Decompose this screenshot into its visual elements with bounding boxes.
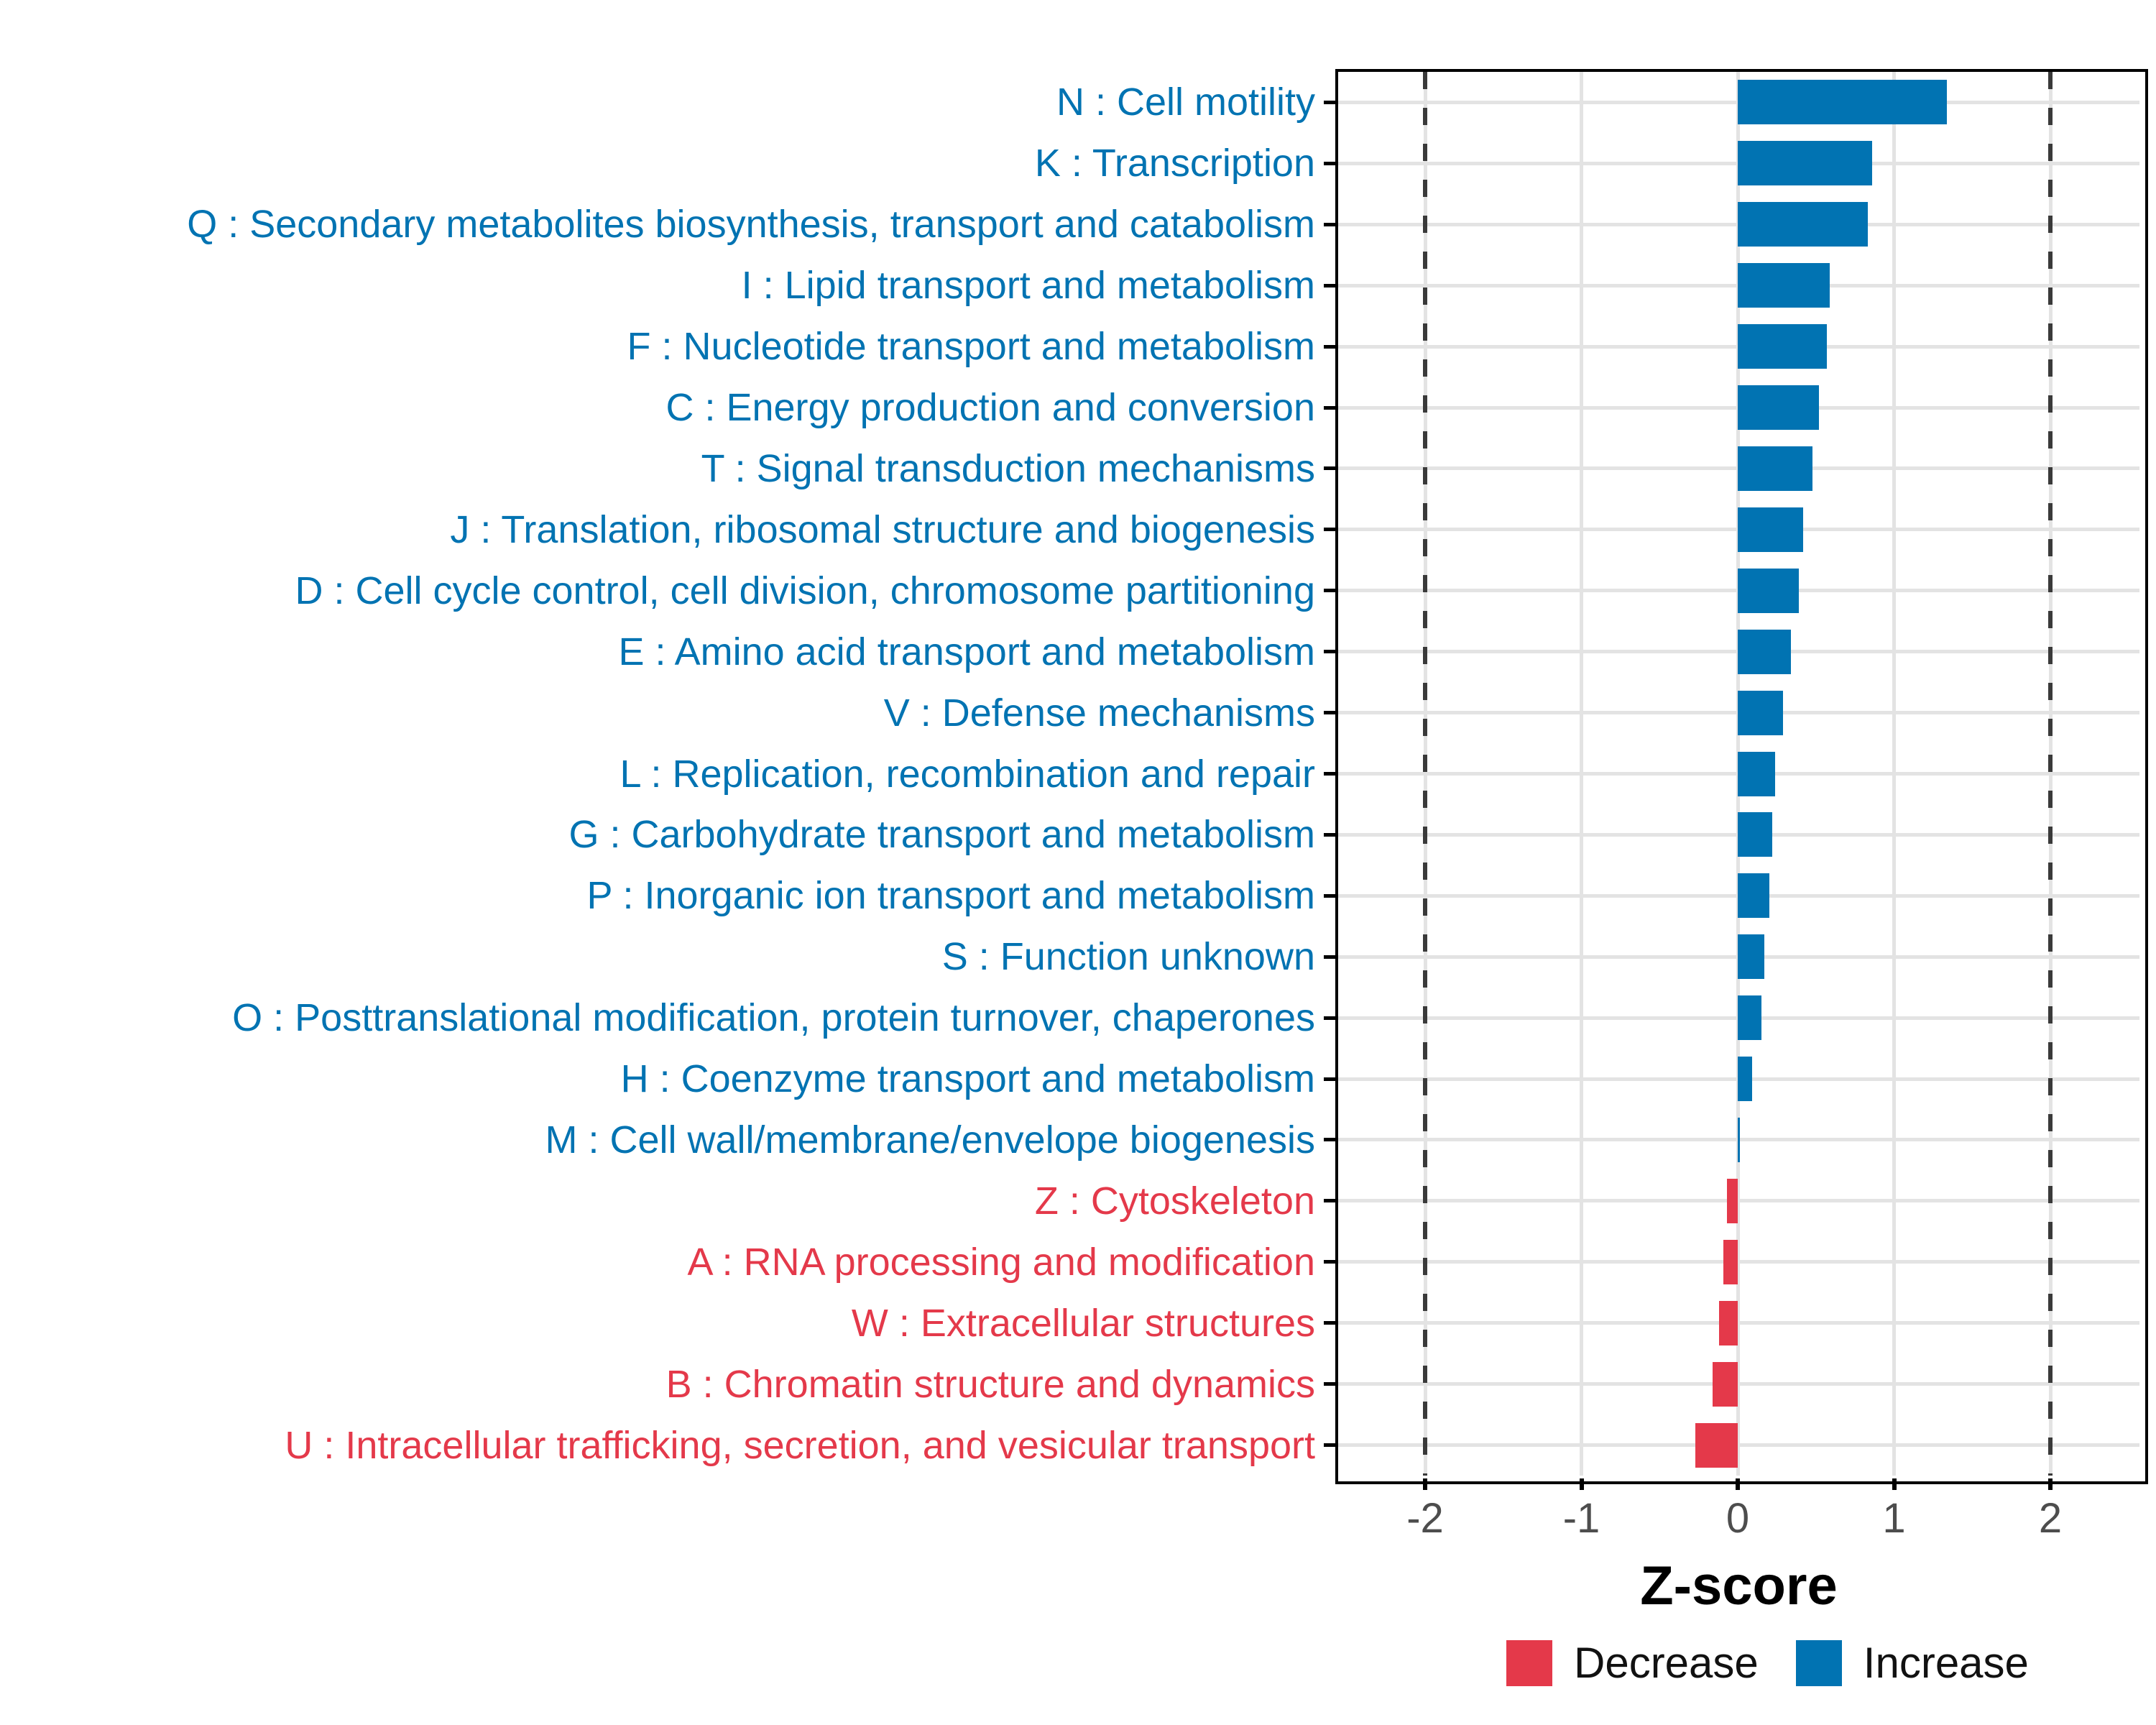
x-tick-label: -1 (1562, 1495, 1600, 1542)
category-label: N : Cell motility (1056, 80, 1315, 124)
x-tick-label: 1 (1882, 1495, 1906, 1542)
y-tick-mark (1324, 772, 1335, 776)
category-label: U : Intracellular trafficking, secretion… (285, 1423, 1315, 1467)
y-tick-mark (1324, 528, 1335, 532)
bar-i (1738, 263, 1830, 308)
legend-key-decrease (1506, 1640, 1552, 1686)
y-tick-mark (1324, 1016, 1335, 1020)
bar-g (1738, 812, 1772, 857)
y-tick-mark (1324, 954, 1335, 959)
gridline-horizontal (1338, 1199, 2139, 1203)
y-tick-mark (1324, 405, 1335, 410)
bar-c (1738, 385, 1820, 431)
x-tick-label: 0 (1726, 1495, 1750, 1542)
y-tick-mark (1324, 161, 1335, 165)
category-label: G : Carbohydrate transport and metabolis… (568, 813, 1316, 857)
category-label: B : Chromatin structure and dynamics (665, 1362, 1315, 1406)
category-label: C : Energy production and conversion (665, 386, 1315, 430)
y-tick-mark (1324, 344, 1335, 349)
bar-u (1695, 1422, 1738, 1468)
category-label: T : Signal transduction mechanisms (701, 446, 1315, 490)
y-tick-mark (1324, 1199, 1335, 1203)
category-label: V : Defense mechanisms (883, 691, 1315, 735)
legend-label-increase: Increase (1863, 1639, 2029, 1687)
category-label: J : Translation, ribosomal structure and… (450, 507, 1315, 551)
bar-d (1738, 568, 1799, 613)
y-tick-mark (1324, 1077, 1335, 1081)
category-label: O : Posttranslational modification, prot… (232, 996, 1315, 1040)
category-label: P : Inorganic ion transport and metaboli… (586, 874, 1315, 918)
bar-k (1738, 141, 1873, 186)
bar-o (1738, 995, 1761, 1041)
y-tick-mark (1324, 711, 1335, 715)
bar-w (1718, 1300, 1738, 1346)
y-tick-mark (1324, 222, 1335, 226)
legend-label-decrease: Decrease (1574, 1639, 1759, 1687)
y-tick-mark (1324, 1321, 1335, 1325)
category-label: H : Coenzyme transport and metabolism (620, 1057, 1315, 1101)
x-tick-mark (1892, 1478, 1897, 1490)
bar-t (1738, 446, 1813, 491)
x-tick-mark (1423, 1478, 1427, 1490)
bar-s (1738, 934, 1764, 980)
plot-panel (1338, 72, 2139, 1476)
category-label: I : Lipid transport and metabolism (741, 264, 1315, 308)
y-tick-mark (1324, 1260, 1335, 1264)
y-tick-mark (1324, 283, 1335, 288)
y-tick-mark (1324, 589, 1335, 593)
bar-j (1738, 507, 1804, 552)
category-label: S : Function unknown (941, 935, 1315, 979)
x-tick-mark (1736, 1478, 1740, 1490)
bar-h (1738, 1057, 1752, 1102)
y-tick-mark (1324, 650, 1335, 654)
y-tick-mark (1324, 1382, 1335, 1386)
x-axis-title: Z-score (1640, 1555, 1838, 1616)
bar-v (1738, 690, 1784, 735)
category-label: Z : Cytoskeleton (1034, 1179, 1315, 1223)
category-label: M : Cell wall/membrane/envelope biogenes… (545, 1118, 1315, 1162)
legend: Decrease Increase (1506, 1640, 2066, 1686)
bar-q (1738, 202, 1868, 247)
category-label: L : Replication, recombination and repai… (619, 752, 1315, 796)
category-label: A : RNA processing and modification (687, 1240, 1315, 1284)
bar-b (1713, 1361, 1738, 1407)
x-tick-label: 2 (2038, 1495, 2063, 1542)
bar-e (1738, 629, 1791, 674)
y-tick-mark (1324, 466, 1335, 471)
gridline-horizontal (1338, 1260, 2139, 1264)
bar-z (1726, 1178, 1738, 1223)
dashed-reference-line (2048, 72, 2053, 1476)
category-label: E : Amino acid transport and metabolism (618, 630, 1315, 673)
category-label: Q : Secondary metabolites biosynthesis, … (187, 203, 1315, 247)
gridline-horizontal (1338, 1382, 2139, 1386)
gridline-horizontal (1338, 1443, 2139, 1448)
bar-a (1723, 1239, 1738, 1284)
gridline-horizontal (1338, 1321, 2139, 1325)
bar-m (1738, 1117, 1740, 1162)
y-tick-mark (1324, 1443, 1335, 1448)
bar-n (1738, 80, 1948, 125)
y-tick-mark (1324, 832, 1335, 837)
category-label: F : Nucleotide transport and metabolism (627, 325, 1315, 369)
category-label: K : Transcription (1034, 142, 1315, 185)
x-tick-mark (2048, 1478, 2053, 1490)
y-tick-mark (1324, 893, 1335, 898)
bar-f (1738, 324, 1827, 369)
bar-l (1738, 751, 1776, 796)
dashed-reference-line (1423, 72, 1427, 1476)
bar-p (1738, 873, 1769, 919)
x-tick-mark (1579, 1478, 1584, 1490)
y-tick-mark (1324, 1138, 1335, 1142)
category-label: D : Cell cycle control, cell division, c… (295, 569, 1315, 612)
legend-key-increase (1795, 1640, 1842, 1686)
x-tick-label: -2 (1406, 1495, 1444, 1542)
y-tick-mark (1324, 100, 1335, 104)
category-label: W : Extracellular structures (851, 1301, 1315, 1345)
